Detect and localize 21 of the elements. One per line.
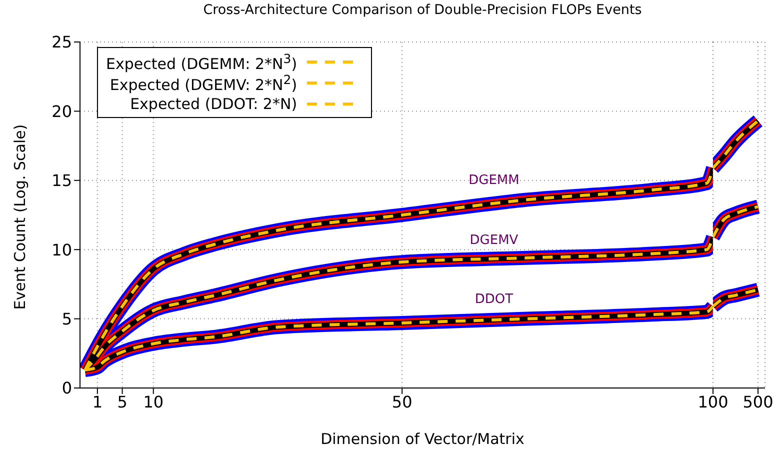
x-tick-label: 5 xyxy=(117,392,128,412)
y-tick-label: 0 xyxy=(62,378,72,398)
y-tick-label: 5 xyxy=(62,309,72,328)
annotation: DGEMM xyxy=(468,173,520,188)
y-tick-label: 15 xyxy=(52,171,72,190)
annotation: DDOT xyxy=(474,292,514,307)
legend-label: Expected (DGEMV: 2*N$^{2}$) xyxy=(110,72,298,94)
x-tick-label: 1 xyxy=(92,392,103,412)
chart-title: Cross-Architecture Comparison of Double-Precision FLOPs Events xyxy=(202,2,643,18)
y-axis-title: Event Count (Log. Scale) xyxy=(11,124,29,310)
y-tick-label: 20 xyxy=(52,102,72,121)
x-tick-label: 100 xyxy=(698,392,728,412)
legend-label: Expected (DGEMM: 2*N$^{3}$) xyxy=(106,50,298,72)
x-axis-title: Dimension of Vector/Matrix xyxy=(320,430,526,448)
x-tick-label: 50 xyxy=(392,392,412,412)
y-tick-label: 10 xyxy=(52,240,72,260)
x-tick-label: 500 xyxy=(742,392,774,412)
x-tick-label: 10 xyxy=(143,392,164,412)
annotation: DGEMV xyxy=(468,233,520,248)
legend-label: Expected (DDOT: 2*N) xyxy=(130,94,298,112)
y-tick-label: 25 xyxy=(52,32,72,52)
